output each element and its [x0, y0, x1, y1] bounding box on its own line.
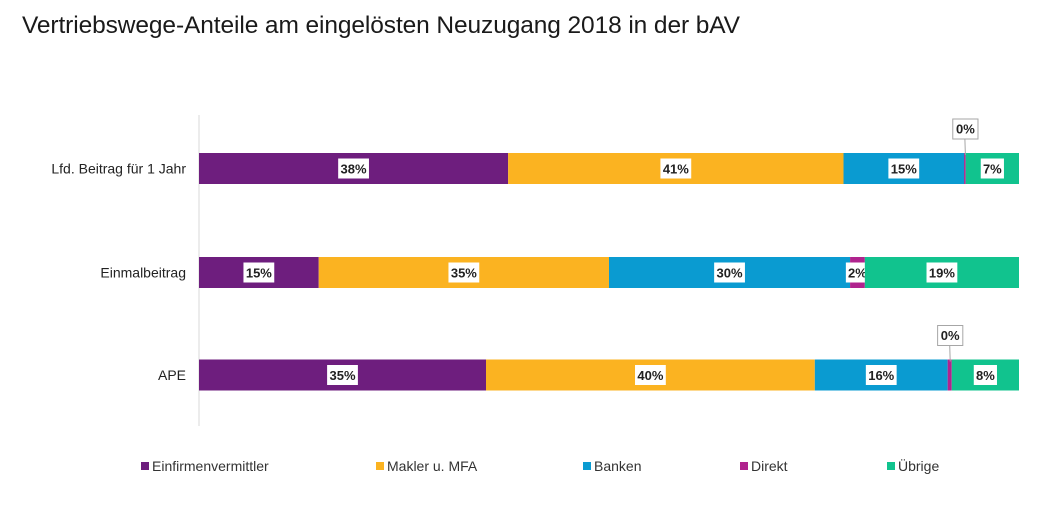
legend-label: Direkt	[751, 458, 788, 474]
data-label: 19%	[929, 266, 955, 281]
data-label-box	[865, 365, 897, 385]
legend-label: Einfirmenvermittler	[152, 458, 269, 474]
data-label: 38%	[341, 162, 367, 177]
data-label: 7%	[983, 162, 1002, 177]
callout-label-box	[952, 118, 979, 140]
callout-leader-line	[949, 345, 951, 362]
legend-swatch	[887, 462, 895, 470]
data-label-box	[448, 262, 480, 283]
bar-segment-direkt	[947, 359, 952, 391]
data-label-box	[714, 262, 745, 283]
data-label: 0%	[956, 122, 975, 137]
category-label: APE	[158, 367, 186, 383]
data-label: 35%	[329, 368, 355, 383]
data-label: 41%	[663, 162, 689, 177]
legend-item-direkt: Direkt	[740, 458, 788, 474]
data-label-box	[845, 262, 870, 283]
data-label: 8%	[976, 368, 995, 383]
data-label-box	[635, 365, 666, 385]
data-label-box	[926, 262, 958, 283]
chart-title: Vertriebswege-Anteile am eingelösten Neu…	[22, 12, 740, 39]
data-label: 35%	[451, 266, 477, 281]
legend-label: Banken	[594, 458, 641, 474]
legend-item-makler-u-mfa: Makler u. MFA	[376, 458, 478, 474]
legend-label: Übrige	[898, 457, 939, 474]
data-label-box	[327, 365, 358, 385]
callout-leader-line	[964, 138, 966, 156]
legend-label: Makler u. MFA	[387, 458, 478, 474]
legend-swatch	[583, 462, 591, 470]
legend-item-banken: Banken	[583, 458, 641, 474]
data-label-box	[973, 365, 997, 385]
data-label-box	[338, 158, 369, 179]
data-label: 16%	[868, 368, 894, 383]
legend-swatch	[740, 462, 748, 470]
legend-item-einfirmenvermittler: Einfirmenvermittler	[141, 458, 269, 474]
data-label: 0%	[941, 328, 960, 343]
legend-item--brige: Übrige	[887, 457, 939, 474]
legend-swatch	[141, 462, 149, 470]
data-label-box	[980, 158, 1004, 179]
category-label: Einmalbeitrag	[100, 265, 186, 281]
data-label: 2%	[848, 266, 867, 281]
category-label: Lfd. Beitrag für 1 Jahr	[51, 161, 186, 177]
legend-swatch	[376, 462, 384, 470]
data-label: 30%	[717, 266, 743, 281]
data-label: 15%	[246, 266, 272, 281]
data-label-box	[660, 158, 692, 179]
data-label: 15%	[891, 162, 917, 177]
data-label: 40%	[637, 368, 663, 383]
callout-label-box	[937, 325, 964, 346]
data-label-box	[888, 158, 920, 179]
bar-segment-direkt	[964, 153, 966, 184]
data-label-box	[243, 262, 275, 283]
